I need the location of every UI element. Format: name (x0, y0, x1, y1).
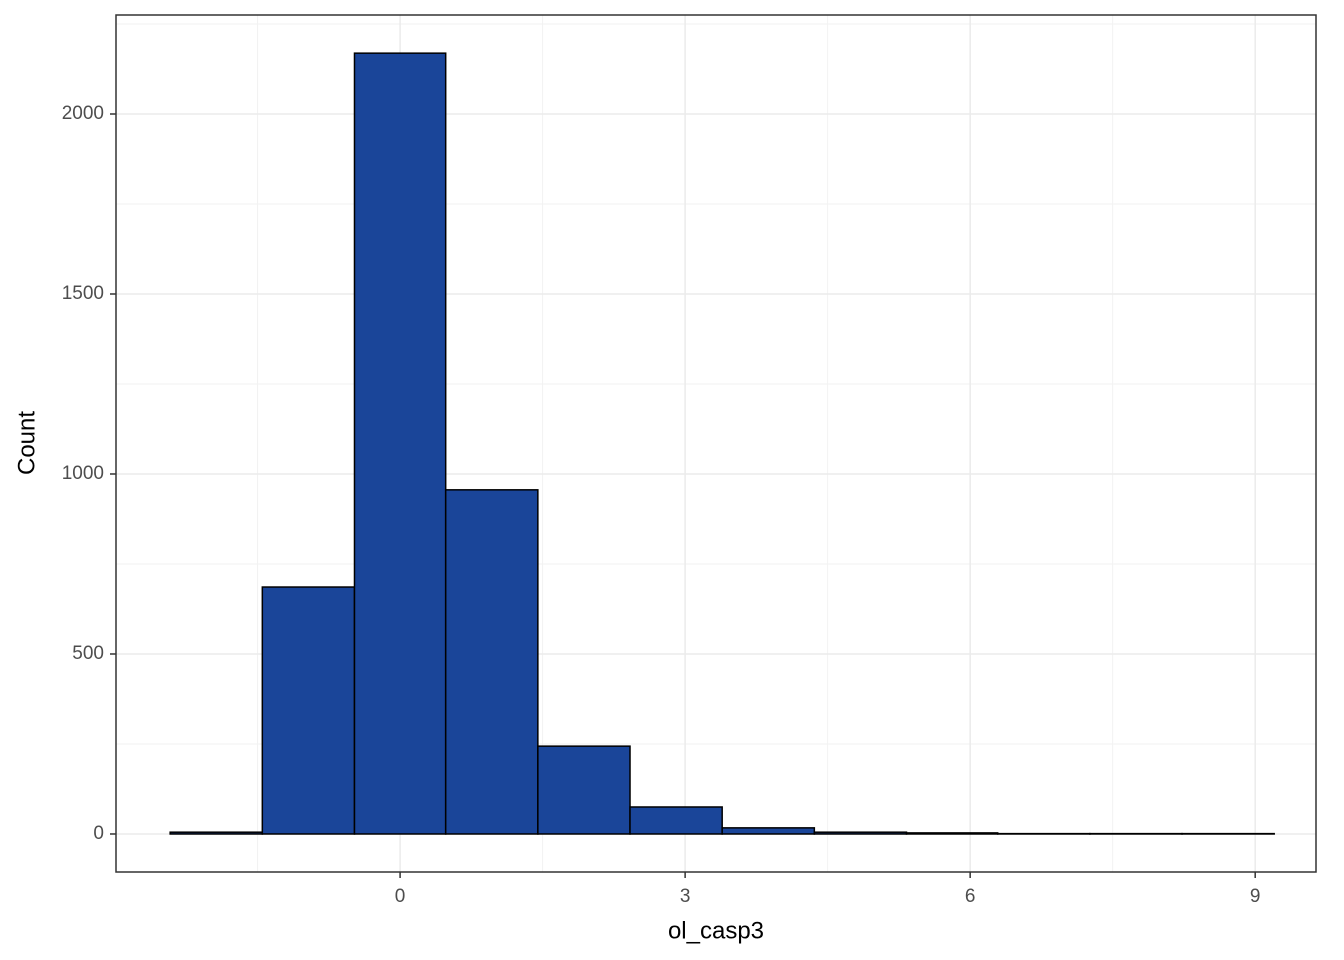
y-tick-label: 0 (93, 823, 104, 844)
x-tick-label: 9 (1250, 886, 1261, 907)
bar (353, 52, 447, 835)
y-tick-label: 1000 (62, 463, 104, 484)
bar (444, 489, 539, 835)
bar (629, 806, 723, 835)
bar (169, 831, 264, 835)
bar (813, 831, 908, 835)
x-axis-label: ol_casp3 (668, 917, 764, 944)
y-axis-label: Count (13, 411, 40, 475)
x-tick-label: 0 (395, 886, 406, 907)
bar (721, 827, 816, 835)
panel-border (115, 14, 1317, 873)
y-tick-label: 1500 (62, 283, 104, 304)
y-tick-label: 500 (72, 643, 104, 664)
y-tick-label: 2000 (62, 103, 104, 124)
bar (905, 832, 999, 835)
bar (537, 745, 631, 835)
bar (261, 586, 356, 835)
x-tick-label: 3 (680, 886, 691, 907)
x-tick-label: 6 (965, 886, 976, 907)
